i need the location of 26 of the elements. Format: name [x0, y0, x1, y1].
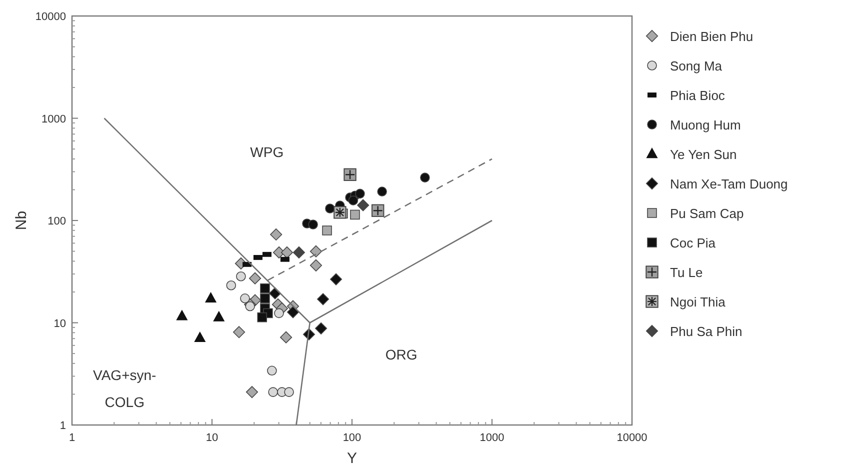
x-tick-label: 1000 — [480, 432, 504, 444]
x-tick-label: 100 — [342, 432, 362, 444]
annotation: ORG — [385, 346, 418, 363]
legend-label: Tu Le — [670, 265, 703, 280]
legend-label: Muong Hum — [670, 118, 741, 132]
legend-label: Coc Pia — [670, 236, 716, 250]
y-tick-label: 1000 — [42, 113, 66, 126]
y-axis-title: Nb — [13, 210, 30, 230]
y-tick-label: 1 — [60, 420, 66, 432]
legend-label: Song Ma — [670, 58, 723, 74]
x-tick-label: 10 — [206, 432, 218, 444]
y-tick-label: 10000 — [35, 11, 66, 23]
y-tick-label: 100 — [48, 216, 66, 228]
annotation: VAG+syn- COLG — [93, 367, 157, 410]
legend-label: Phia Bioc — [670, 88, 726, 103]
legend-label: Nam Xe-Tam Duong — [670, 176, 788, 192]
legend-label: Ye Yen Sun — [670, 147, 737, 162]
legend-label: Ngoi Thia — [670, 294, 726, 310]
legend-label: Dien Bien Phu — [670, 29, 754, 44]
x-tick-label: 10000 — [616, 432, 648, 444]
x-tick-label: 1 — [68, 432, 76, 444]
x-axis-title: Y — [346, 450, 358, 467]
y-tick-label: 10 — [54, 318, 66, 330]
annotation: WPG — [250, 144, 284, 160]
legend-label: Pu Sam Cap — [670, 206, 744, 221]
legend-label: Phu Sa Phin — [670, 324, 742, 339]
